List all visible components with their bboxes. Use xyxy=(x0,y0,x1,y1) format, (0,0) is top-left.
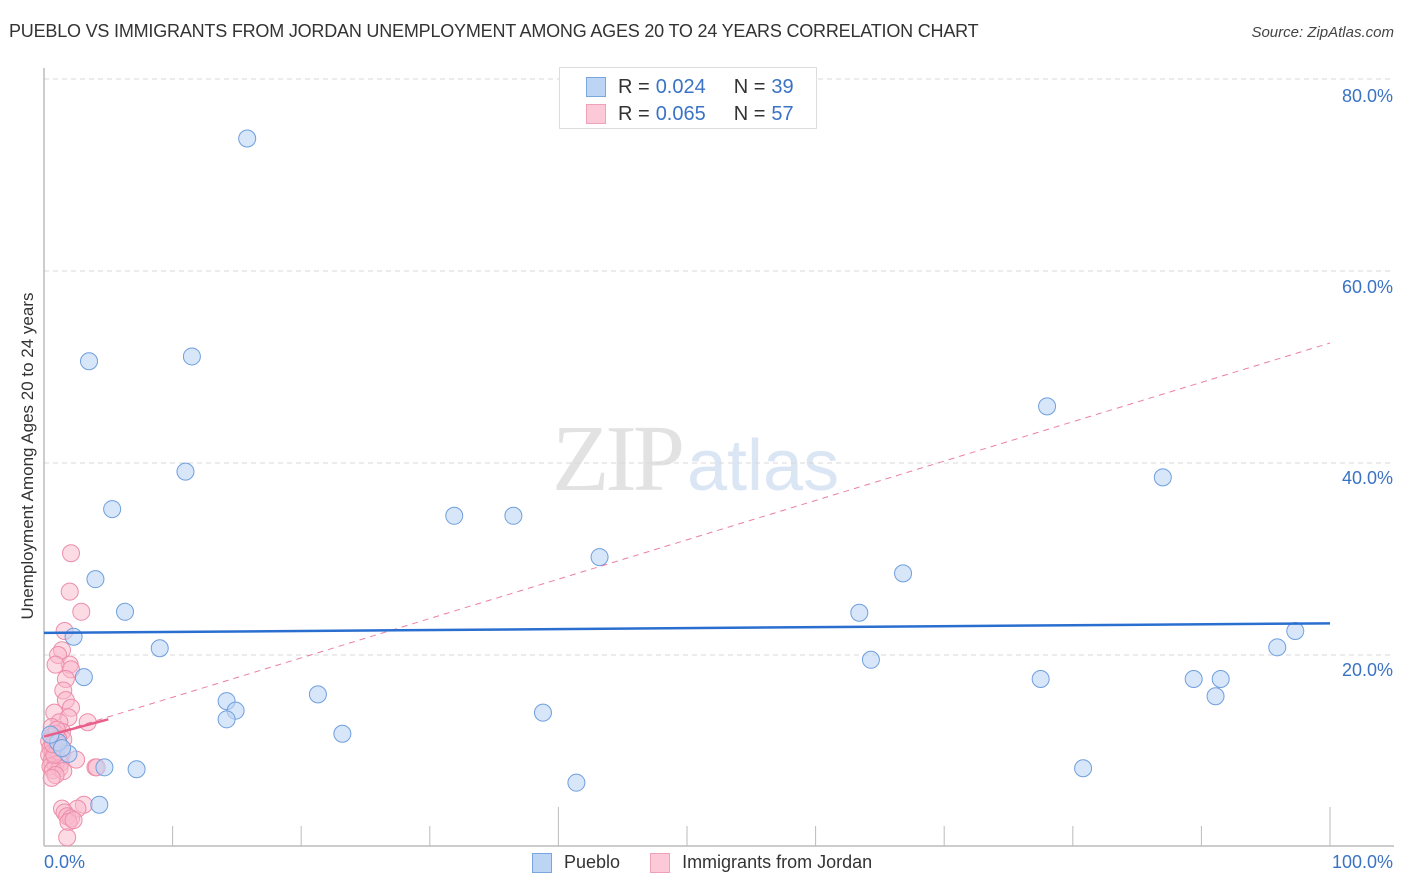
data-point-pueblo xyxy=(1074,759,1093,778)
source-credit: Source: ZipAtlas.com xyxy=(1251,24,1394,41)
data-point-jordan xyxy=(58,828,77,847)
data-point-pueblo xyxy=(53,739,72,758)
data-point-pueblo xyxy=(103,500,122,519)
y-tick-80: 80.0% xyxy=(1341,86,1393,106)
data-point-pueblo xyxy=(64,627,83,646)
legend-item-pueblo: Pueblo xyxy=(532,852,620,873)
data-point-pueblo xyxy=(74,668,93,687)
axes xyxy=(43,68,1394,847)
data-point-pueblo xyxy=(1038,397,1057,416)
data-point-pueblo xyxy=(590,548,609,567)
data-point-pueblo xyxy=(1286,622,1305,640)
data-point-pueblo xyxy=(90,795,109,814)
data-point-pueblo xyxy=(1184,670,1203,688)
pueblo-swatch-icon xyxy=(532,852,552,873)
data-point-pueblo xyxy=(1153,468,1172,487)
pueblo-trend-line xyxy=(43,622,1331,635)
data-point-jordan xyxy=(64,811,83,830)
data-point-pueblo xyxy=(445,506,464,525)
data-point-jordan xyxy=(46,655,65,674)
data-point-pueblo xyxy=(533,703,552,722)
data-point-pueblo xyxy=(127,760,146,779)
pueblo-swatch-icon xyxy=(586,77,606,97)
data-point-pueblo xyxy=(95,758,114,777)
data-point-pueblo xyxy=(150,639,169,658)
pueblo-points xyxy=(41,129,1305,814)
data-point-pueblo xyxy=(182,347,201,366)
data-point-pueblo xyxy=(1211,670,1230,688)
trend-lines xyxy=(43,342,1331,738)
data-point-jordan xyxy=(42,768,61,787)
y-tick-20: 20.0% xyxy=(1341,660,1393,680)
x-tick-max: 100.0% xyxy=(1331,852,1393,872)
jordan-trend-line xyxy=(43,718,109,738)
data-point-jordan xyxy=(60,582,79,601)
data-point-pueblo xyxy=(850,603,869,622)
data-point-jordan xyxy=(72,602,91,621)
data-point-pueblo xyxy=(1031,670,1050,688)
legend-item-jordan: Immigrants from Jordan xyxy=(650,852,872,873)
data-point-pueblo xyxy=(567,773,586,792)
jordan-trend-extended xyxy=(43,342,1331,738)
data-point-pueblo xyxy=(894,564,913,583)
x-tick-min: 0.0% xyxy=(44,852,86,872)
data-point-pueblo xyxy=(504,506,523,525)
legend-label: Pueblo xyxy=(564,852,621,872)
data-point-jordan xyxy=(62,544,81,563)
data-point-pueblo xyxy=(1206,687,1225,706)
n-value: 57 xyxy=(771,102,794,125)
data-point-pueblo xyxy=(308,685,327,704)
data-point-pueblo xyxy=(86,570,105,589)
data-point-pueblo xyxy=(176,462,195,481)
legend-row-pueblo: R = 0.024 N = 39 xyxy=(586,75,794,99)
n-label: N = xyxy=(733,102,766,125)
r-value: 0.065 xyxy=(655,102,706,125)
y-tick-60: 60.0% xyxy=(1341,277,1393,297)
data-point-pueblo xyxy=(1268,638,1287,657)
y-tick-40: 40.0% xyxy=(1341,468,1393,488)
legend-row-jordan: R = 0.065 N = 57 xyxy=(586,102,794,126)
n-label: N = xyxy=(733,75,766,98)
data-point-pueblo xyxy=(333,724,352,743)
data-point-pueblo xyxy=(116,602,135,621)
n-value: 39 xyxy=(771,75,794,98)
r-label: R = xyxy=(618,102,650,125)
correlation-legend: R = 0.024 N = 39 R = 0.065 N = 57 xyxy=(559,67,817,129)
gridlines xyxy=(44,78,1394,656)
jordan-swatch-icon xyxy=(586,104,606,124)
legend-label: Immigrants from Jordan xyxy=(682,852,873,872)
data-point-pueblo xyxy=(861,650,880,669)
data-point-pueblo xyxy=(80,352,99,371)
chart-title: PUEBLO VS IMMIGRANTS FROM JORDAN UNEMPLO… xyxy=(9,21,979,41)
r-label: R = xyxy=(618,75,650,98)
series-legend: Pueblo Immigrants from Jordan xyxy=(532,852,902,873)
data-point-pueblo xyxy=(238,129,257,148)
r-value: 0.024 xyxy=(655,75,706,98)
jordan-swatch-icon xyxy=(650,852,671,873)
data-point-pueblo xyxy=(217,710,236,729)
